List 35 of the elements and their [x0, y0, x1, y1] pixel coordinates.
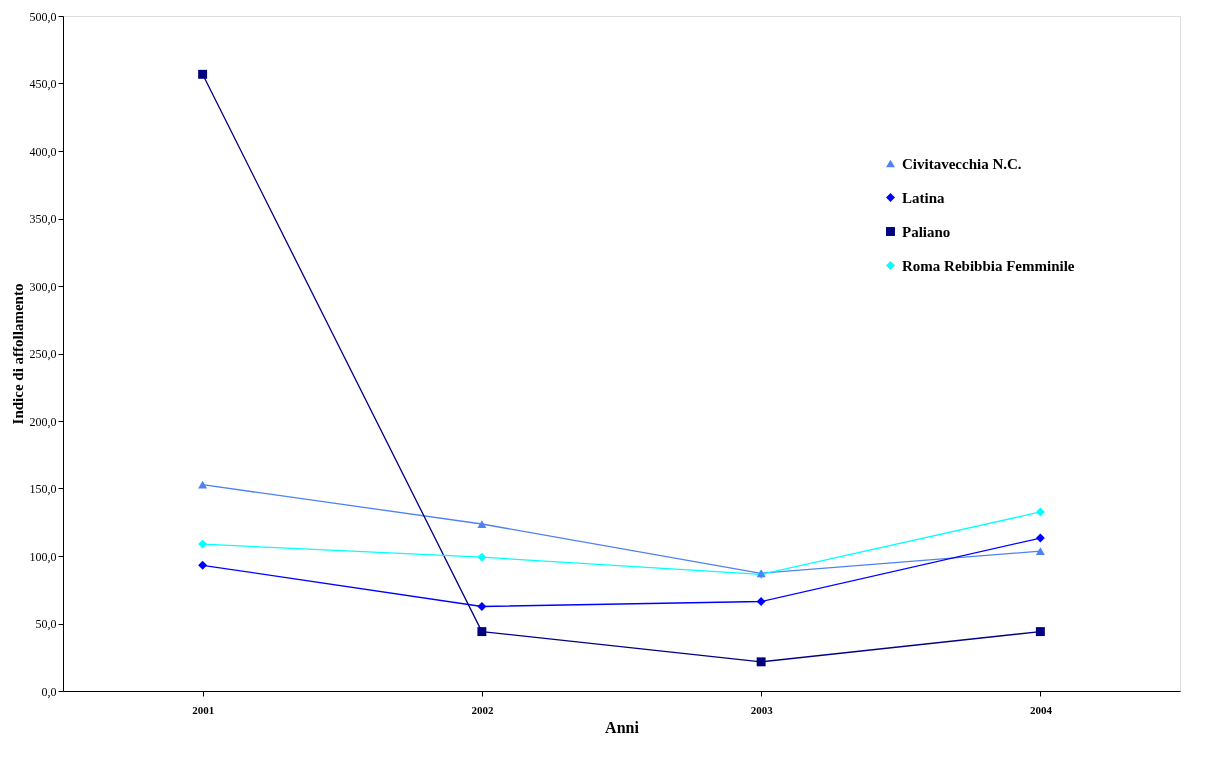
legend-label: Roma Rebibbia Femminile: [902, 257, 1075, 274]
x-tick-label: 2004: [1029, 703, 1053, 716]
point: [198, 560, 208, 570]
x-axis-title: Anni: [605, 718, 640, 736]
x-tick-label: 2001: [192, 703, 215, 716]
point: [1035, 533, 1045, 543]
point: [756, 597, 766, 606]
y-tick-label: 100,0: [29, 549, 57, 564]
y-tick-label: 300,0: [29, 279, 57, 294]
x-tick-label: 2002: [471, 703, 494, 716]
point: [1035, 547, 1045, 556]
legend-label: Paliano: [902, 223, 951, 240]
point: [477, 552, 487, 562]
point: [477, 520, 487, 528]
y-tick-label: 450,0: [29, 77, 57, 91]
legend-label: Civitavecchia N.C.: [902, 155, 1022, 172]
y-tick-label: 150,0: [29, 482, 57, 496]
y-tick-label: 250,0: [29, 347, 57, 361]
y-tick-label: 50,0: [35, 617, 57, 631]
point: [1035, 507, 1045, 517]
y-tick-label: 350,0: [29, 212, 57, 226]
point: [198, 69, 208, 79]
y-tick-label: 0,0: [41, 684, 57, 699]
x-tick-label: 2003: [750, 703, 774, 716]
y-tick-label: 500,0: [29, 9, 57, 24]
y-tick-label: 400,0: [29, 144, 57, 159]
point: [477, 627, 487, 637]
legend-label: Latina: [902, 189, 946, 206]
point: [477, 602, 487, 611]
point: [198, 539, 208, 549]
point: [1035, 627, 1045, 637]
y-tick-label: 200,0: [29, 414, 57, 429]
point: [756, 657, 766, 667]
point: [198, 480, 208, 489]
y-axis-title: Indice di affollamento: [9, 283, 26, 425]
